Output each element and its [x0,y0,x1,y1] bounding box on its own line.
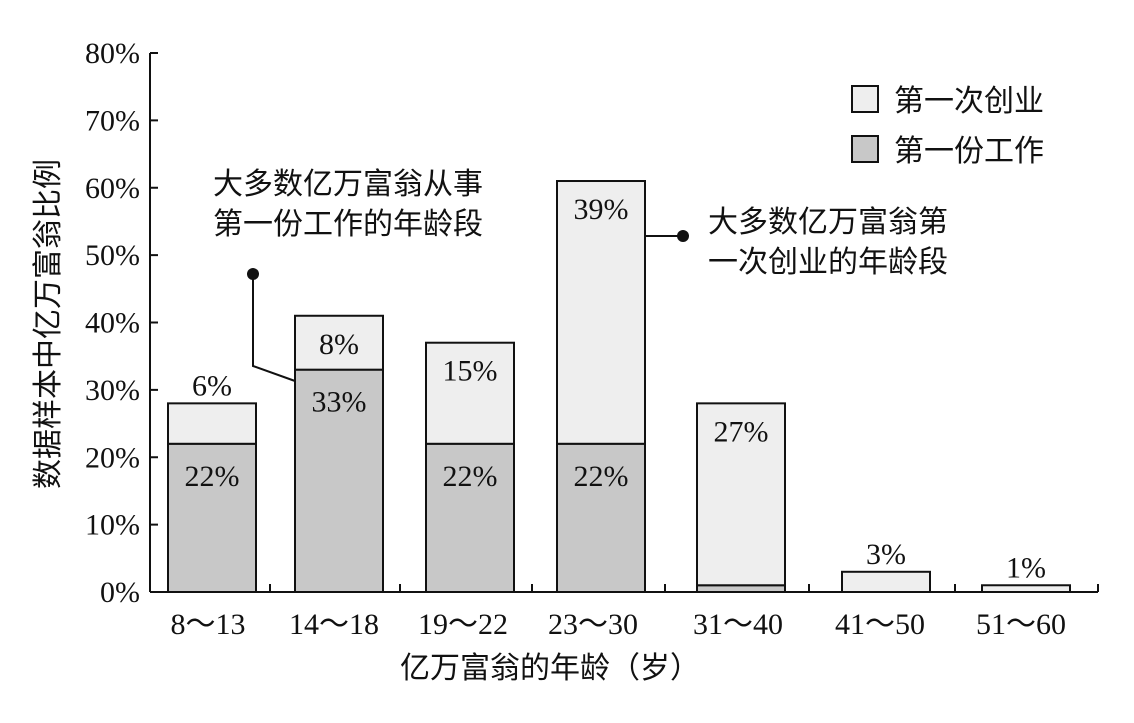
data-label-first-startup: 39% [574,193,629,226]
legend-swatch [851,135,879,163]
data-label-first-startup: 15% [443,355,498,388]
x-tick-label: 31～40 [693,608,783,641]
bar-first-startup [425,341,515,445]
data-label-first-startup: 3% [866,538,906,571]
y-tick-label: 0% [100,576,140,609]
x-axis-title: 亿万富翁的年龄（岁） [400,651,700,686]
bar-first-job [167,442,257,593]
data-label-first-job: 22% [443,460,498,493]
x-tick-label: 14～18 [289,608,379,641]
y-tick-label: 50% [85,239,140,272]
bars-group [167,180,1071,594]
annotation-first-startup-text: 大多数亿万富翁第 [708,205,948,240]
legend-label: 第一次创业 [894,84,1044,119]
annotation-first-job-text: 大多数亿万富翁从事 [213,167,483,202]
y-tick-label: 70% [85,104,140,137]
data-label-first-job: 22% [574,460,629,493]
bar-first-startup [294,314,384,371]
data-label-first-job: 33% [312,386,367,419]
x-tick-label: 19～22 [418,608,508,641]
annotation-first-startup-text: 一次创业的年龄段 [708,245,948,280]
x-tick-label: 23～30 [548,608,638,641]
data-label-first-startup: 6% [192,369,232,402]
legend-swatch [851,85,879,113]
annotation-first-job-text: 第一份工作的年龄段 [213,207,483,242]
data-label-first-startup: 27% [714,415,769,448]
bar-first-startup [696,402,786,587]
bar-first-job [294,368,384,593]
bar-first-job [556,442,646,593]
y-tick-label: 30% [85,374,140,407]
y-tick-label: 40% [85,307,140,340]
bar-first-startup [981,584,1071,594]
data-label-first-job: 22% [185,460,240,493]
bar-first-job [425,442,515,593]
legend-label: 第一份工作 [894,134,1044,169]
x-tick-label: 41～50 [835,608,925,641]
annotation-first-job-leader [252,274,296,382]
axes-group: 0% 10% 20% 30% 40% 50% 60% 70% 80% 8～13 14～18 19～22… [85,37,1099,641]
data-label-first-startup: 1% [1006,551,1046,584]
y-axis-title: 数据样本中亿万富翁比例 [31,159,66,489]
bar-first-startup [167,402,257,445]
y-tick-label: 60% [85,172,140,205]
bar-first-startup [841,570,931,593]
data-labels-group: 22% 6% 33% 8% 22% 15% 22% 39% 27% 3% 1% [185,193,1047,584]
bar-first-startup [556,180,646,445]
y-tick-label: 20% [85,441,140,474]
bar-first-job [696,584,786,594]
x-tick-label: 8～13 [171,608,246,641]
data-label-first-startup: 8% [319,328,359,361]
x-tick-label: 51～60 [976,608,1066,641]
y-tick-label: 10% [85,509,140,542]
y-tick-label: 80% [85,37,140,70]
